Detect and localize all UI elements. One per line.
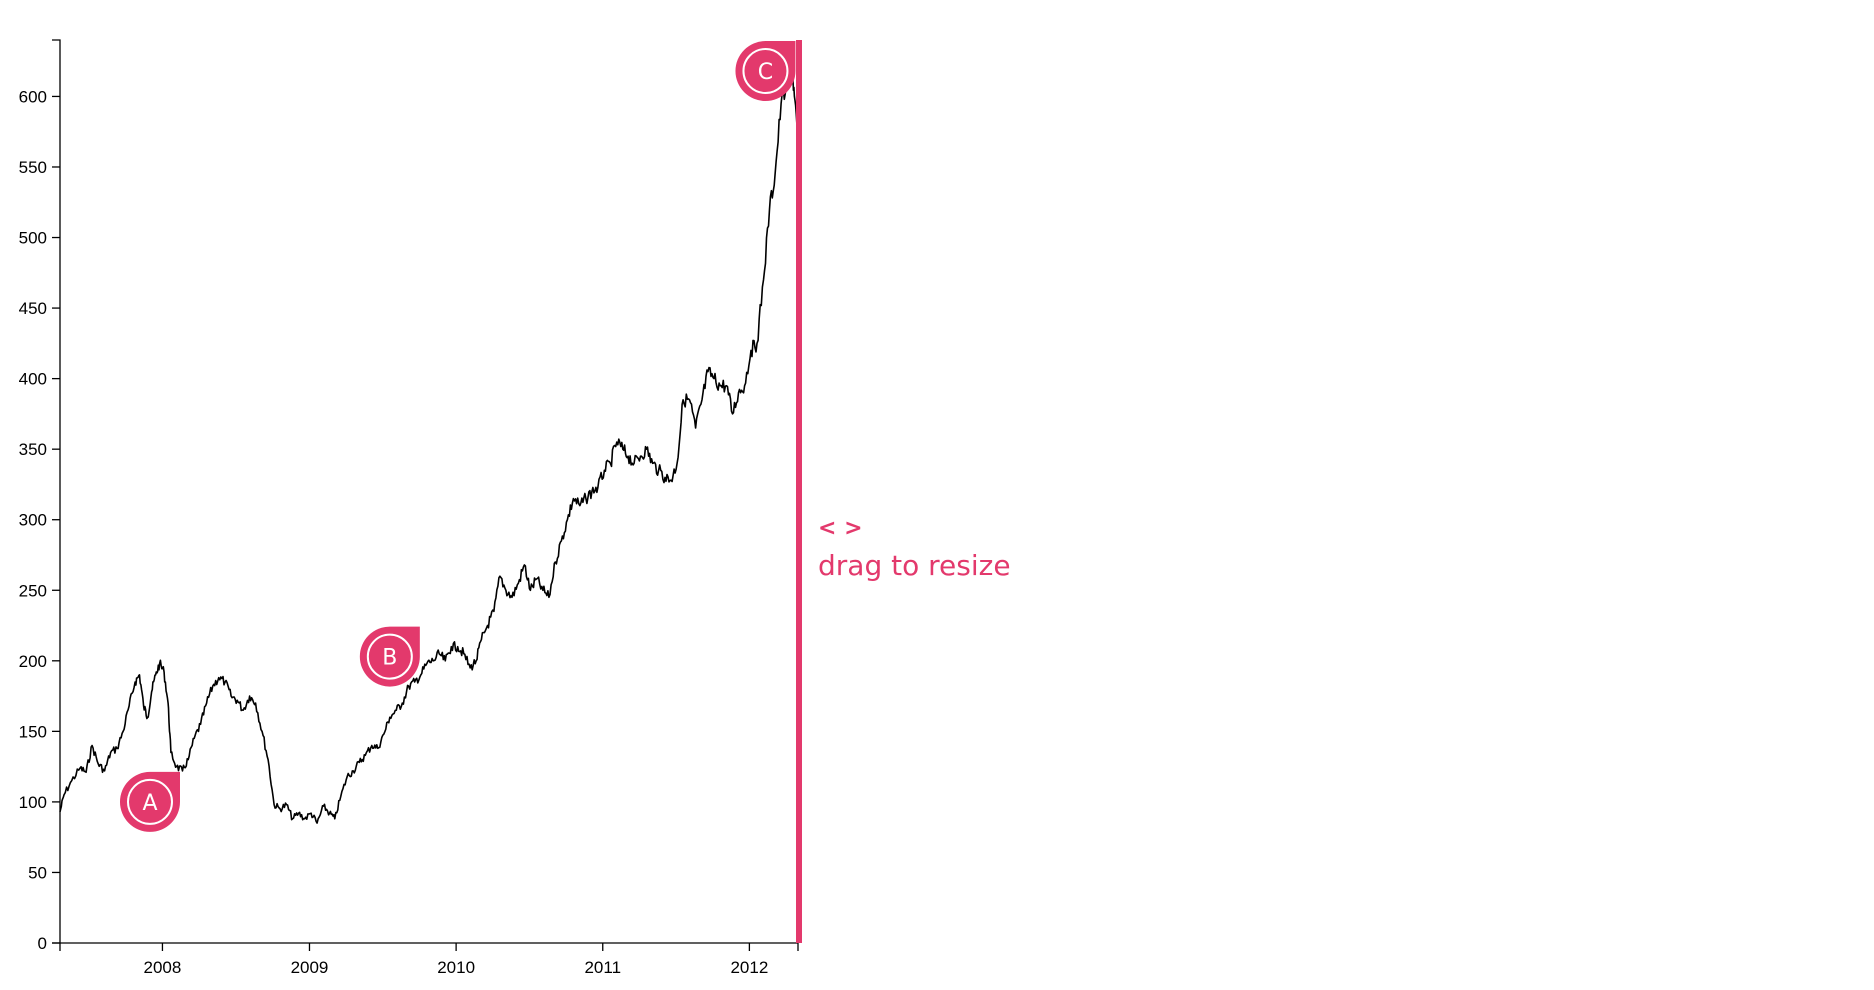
- price-line: [59, 60, 799, 824]
- x-tick-label: 2009: [291, 958, 329, 977]
- y-tick-label: 350: [19, 440, 47, 459]
- y-tick-label: 100: [19, 793, 47, 812]
- resize-hint[interactable]: < > drag to resize: [818, 516, 1011, 582]
- y-axis: 0 50 100 150 200 250 300 350 400 450 500 550 600: [19, 39, 61, 953]
- y-tick-label: 0: [38, 934, 47, 953]
- annotation-marker-b[interactable]: B: [359, 626, 420, 687]
- y-tick-label: 50: [28, 863, 47, 882]
- marker-ring: [366, 633, 413, 680]
- resize-arrows-icon: < >: [818, 516, 863, 541]
- marker-ring: [742, 48, 789, 95]
- marker-label: C: [758, 60, 773, 85]
- x-tick-label: 2011: [584, 958, 621, 977]
- x-tick-label: 2008: [144, 958, 182, 977]
- marker-label: A: [142, 791, 157, 816]
- y-tick-label: 300: [19, 511, 47, 530]
- annotation-markers[interactable]: A B C: [119, 41, 796, 832]
- y-tick-label: 400: [19, 370, 47, 389]
- y-tick-label: 250: [19, 581, 47, 600]
- y-tick-label: 200: [19, 652, 47, 671]
- y-tick-label: 150: [19, 722, 47, 741]
- x-tick-label: 2012: [730, 958, 768, 977]
- annotation-marker-a[interactable]: A: [119, 771, 180, 832]
- y-tick-label: 550: [19, 158, 47, 177]
- y-tick-label: 600: [19, 87, 47, 106]
- resize-hint-label: drag to resize: [818, 549, 1011, 582]
- x-tick-label: 2010: [437, 958, 475, 977]
- x-axis-line: [59, 942, 799, 951]
- marker-label: B: [382, 646, 397, 671]
- x-axis: 2008 2009 2010 2011 2012: [59, 942, 799, 977]
- y-tick-label: 500: [19, 229, 47, 248]
- marker-ring: [126, 778, 173, 825]
- y-tick-label: 450: [19, 299, 47, 318]
- resize-handle[interactable]: [796, 40, 802, 943]
- y-axis-line: [52, 39, 61, 944]
- annotation-marker-c[interactable]: C: [735, 41, 796, 102]
